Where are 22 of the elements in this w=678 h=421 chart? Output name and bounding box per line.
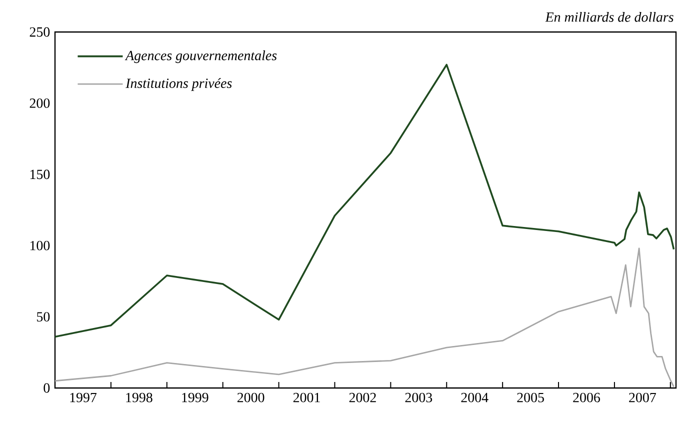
y-tick-label: 100 [30,240,50,250]
x-tick-label: 2001 [293,392,320,402]
y-tick-label: 0 [44,383,50,393]
x-tick-label: 2003 [405,392,432,402]
x-tick-label: 1999 [182,392,208,402]
y-tick-label: 200 [30,98,50,108]
x-tick-label: 2002 [349,392,376,402]
y-tick-label: 250 [30,27,50,37]
x-tick-label: 1998 [126,392,152,402]
x-tick-label: 2004 [461,392,488,402]
legend-label: Institutions privées [126,78,232,91]
x-tick-label: 2000 [237,392,264,402]
line-series [55,248,674,388]
x-tick-label: 2007 [629,392,656,402]
line-series [55,64,675,338]
y-tick-label: 150 [30,170,50,180]
chart-title: En milliards de dollars [545,12,674,22]
legend-label: Agences gouvernementales [124,50,277,64]
x-tick-label: 1997 [70,392,97,402]
x-tick-label: 2005 [517,392,544,402]
y-tick-label: 50 [37,312,50,322]
x-tick-label: 2006 [573,392,600,402]
